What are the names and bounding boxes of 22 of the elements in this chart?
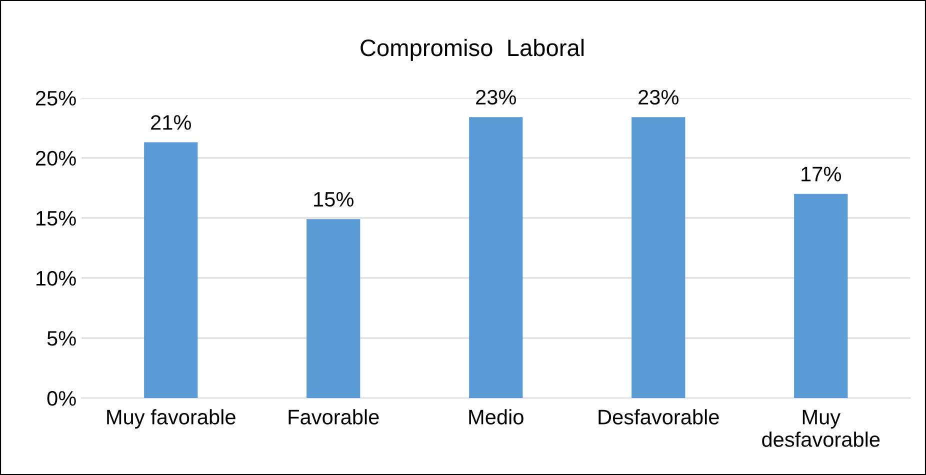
y-tick-label: 10% bbox=[36, 270, 76, 286]
x-tick-label: Desfavorable bbox=[598, 409, 719, 424]
x-tick-label: Favorable bbox=[288, 409, 379, 424]
bar bbox=[306, 219, 360, 398]
x-tick-label: Medio bbox=[469, 409, 524, 424]
bar bbox=[632, 117, 686, 398]
x-tick-label: Muy desfavorable bbox=[762, 410, 880, 447]
y-tick-label: 5% bbox=[47, 331, 76, 346]
y-tick-label: 0% bbox=[47, 391, 76, 406]
y-tick-label: 20% bbox=[36, 150, 76, 166]
x-tick-label: Muy favorable bbox=[107, 409, 236, 429]
bar bbox=[144, 142, 198, 398]
data-label: 15% bbox=[314, 192, 354, 207]
data-label: 17% bbox=[802, 166, 841, 182]
data-label: 23% bbox=[476, 90, 516, 105]
bar bbox=[469, 117, 523, 398]
bar bbox=[794, 194, 848, 398]
chart-title: Compromiso Laboral bbox=[360, 38, 584, 61]
y-tick-label: 25% bbox=[36, 90, 76, 106]
data-label: 23% bbox=[638, 90, 678, 105]
data-label: 21% bbox=[151, 115, 191, 130]
y-tick-label: 15% bbox=[36, 211, 76, 226]
